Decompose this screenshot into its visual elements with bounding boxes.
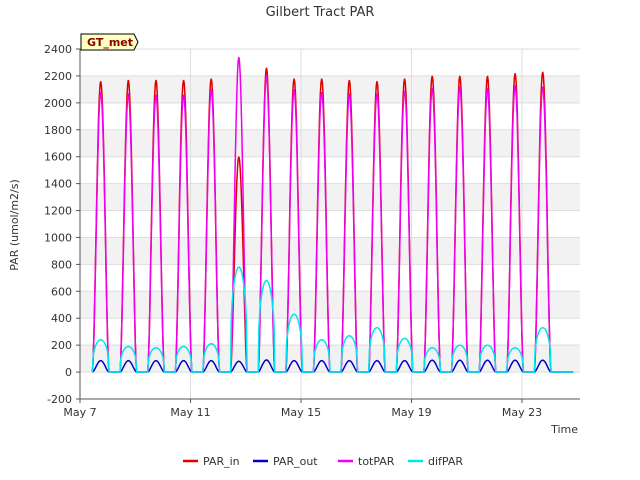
y-tick-label: 400 (51, 312, 72, 325)
y-axis-label: PAR (umol/m2/s) (8, 179, 21, 271)
grid-band (80, 129, 580, 157)
series-line-totpar (91, 56, 574, 373)
legend-label: difPAR (428, 455, 463, 468)
series-line-difpar (91, 266, 574, 373)
y-tick-label: 1400 (44, 178, 72, 191)
annotation-text: GT_met (87, 36, 133, 49)
legend-label: PAR_out (273, 455, 318, 468)
y-tick-label: 1000 (44, 231, 72, 244)
legend: PAR_in PAR_out totPAR difPAR (183, 455, 463, 468)
x-tick-label: May 7 (63, 406, 96, 419)
y-tick-label: 1200 (44, 205, 72, 218)
x-tick-label: May 19 (391, 406, 431, 419)
grid-bands (80, 75, 580, 373)
axes-group: -200 0 200 400 600 800 1000 1200 1400 1600 1800 200… (44, 43, 580, 419)
y-tick-label: 0 (65, 366, 72, 379)
x-tick-label: May 23 (502, 406, 542, 419)
grid-band (80, 237, 580, 265)
y-tick-label: 2200 (44, 70, 72, 83)
chart-title: Gilbert Tract PAR (266, 5, 375, 20)
y-tick-label: 1600 (44, 151, 72, 164)
x-tick-label: May 15 (281, 406, 321, 419)
y-tick-label: 600 (51, 285, 72, 298)
y-tick-label: 1800 (44, 124, 72, 137)
grid-band (80, 183, 580, 211)
x-axis-label: Time (550, 423, 578, 436)
y-tick-label: 200 (51, 339, 72, 352)
legend-label: totPAR (358, 455, 395, 468)
annotation-badge-bg (80, 33, 139, 51)
legend-label: PAR_in (203, 455, 240, 468)
series-group (91, 56, 574, 373)
annotation-badge: GT_met (80, 33, 139, 51)
y-tick-label: 2400 (44, 43, 72, 56)
y-tick-label: 800 (51, 258, 72, 271)
grid-band (80, 291, 580, 319)
y-tick-label: -200 (47, 393, 72, 406)
grid-band (80, 75, 580, 103)
y-tick-label: 2000 (44, 97, 72, 110)
series-line-par-out (91, 359, 574, 373)
x-tick-label: May 11 (170, 406, 210, 419)
